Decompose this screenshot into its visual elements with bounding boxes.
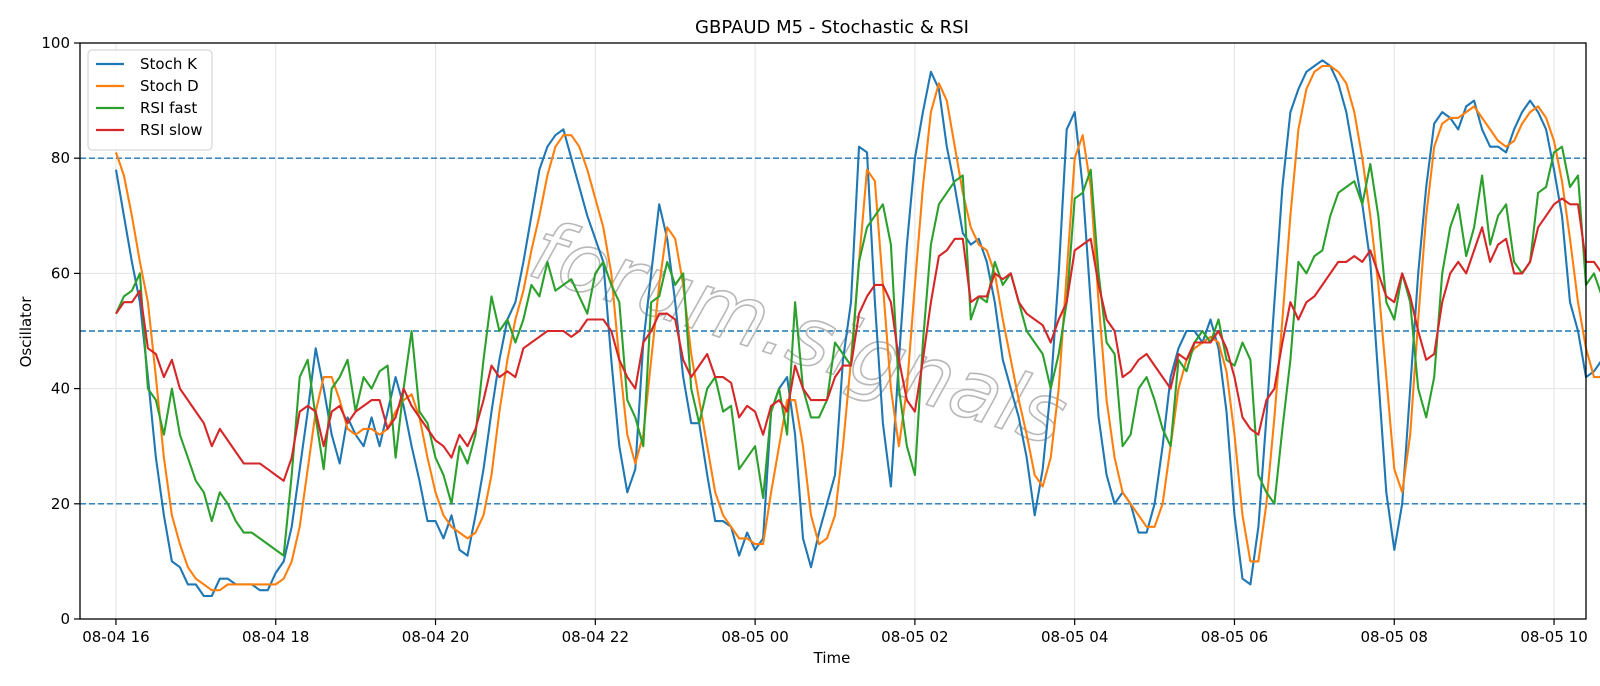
y-tick-label-3: 60 <box>51 264 70 282</box>
series-line-stoch-d <box>115 64 1600 592</box>
x-tick-label-7: 08-05 06 <box>1201 628 1268 646</box>
x-tick-label-3: 08-04 22 <box>562 628 629 646</box>
series-line-stoch-k <box>114 59 1600 598</box>
legend-label-2: RSI fast <box>140 99 197 117</box>
series-line-rsi-fast <box>115 145 1600 557</box>
x-tick-label-1: 08-04 18 <box>242 628 309 646</box>
legend: Stoch K Stoch D RSI fast RSI slow <box>87 49 213 151</box>
legend-box <box>87 49 213 151</box>
x-tick-label-2: 08-04 20 <box>402 628 469 646</box>
y-tick-label-4: 80 <box>51 149 70 167</box>
series-lines <box>114 59 1600 598</box>
plot-frame <box>79 42 1587 620</box>
reference-lines <box>80 157 1586 505</box>
y-tick-label-5: 100 <box>41 34 70 52</box>
x-tick-label-0: 08-04 16 <box>82 628 149 646</box>
series-line-rsi-slow <box>115 197 1600 482</box>
y-tick-label-1: 20 <box>51 495 70 513</box>
y-tick-label-0: 0 <box>60 610 70 628</box>
x-tick-label-8: 08-05 08 <box>1361 628 1428 646</box>
y-axis: 0 20 40 60 80 100 <box>41 34 80 628</box>
x-tick-label-4: 08-05 00 <box>721 628 788 646</box>
x-tick-label-6: 08-05 04 <box>1041 628 1108 646</box>
legend-label-1: Stoch D <box>140 77 199 95</box>
chart-title: GBPAUD M5 - Stochastic & RSI <box>695 17 969 38</box>
y-axis-title: Oscillator <box>17 296 35 368</box>
x-tick-label-5: 08-05 02 <box>881 628 948 646</box>
x-tick-label-9: 08-05 10 <box>1520 628 1587 646</box>
y-tick-label-2: 40 <box>51 380 70 398</box>
x-axis: 08-04 16 08-04 18 08-04 20 08-04 22 08-05 00… <box>82 619 1588 646</box>
legend-label-3: RSI slow <box>140 121 203 139</box>
x-axis-title: Time <box>813 649 851 667</box>
legend-label-0: Stoch K <box>140 55 198 73</box>
